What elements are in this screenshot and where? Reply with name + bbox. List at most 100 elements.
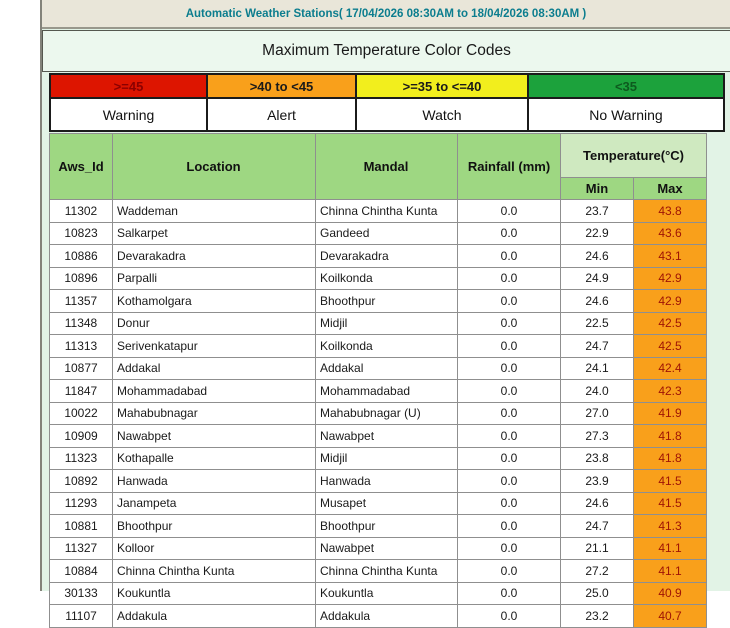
cell-mandal: Mohammadabad [315,379,458,403]
table-header-row: Aws_Id Location Mandal Rainfall (mm) Tem… [49,133,707,200]
cell-rainfall: 0.0 [457,536,561,560]
table-row: 10877 Addakal Addakal 0.0 24.1 42.4 [49,356,707,380]
cell-rainfall: 0.0 [457,311,561,335]
cell-mandal: Bhoothpur [315,514,458,538]
cell-rainfall: 0.0 [457,334,561,358]
cell-rainfall: 0.0 [457,559,561,583]
legend-range-warning: >=45 [49,73,208,99]
cell-location: Koukuntla [112,581,316,605]
table-row: 10896 Parpalli Koilkonda 0.0 24.9 42.9 [49,266,707,290]
cell-rainfall: 0.0 [457,379,561,403]
table-row: 10909 Nawabpet Nawabpet 0.0 27.3 41.8 [49,424,707,448]
table-row: 10886 Devarakadra Devarakadra 0.0 24.6 43.1 [49,244,707,268]
cell-temp-max: 43.1 [633,244,707,268]
cell-location: Kolloor [112,536,316,560]
cell-rainfall: 0.0 [457,356,561,380]
table-row: 10881 Bhoothpur Bhoothpur 0.0 24.7 41.3 [49,514,707,538]
col-header-mandal: Mandal [315,133,458,200]
cell-temp-min: 23.8 [560,446,634,470]
cell-temp-max: 41.5 [633,491,707,515]
cell-mandal: Koilkonda [315,266,458,290]
stations-table: Aws_Id Location Mandal Rainfall (mm) Tem… [49,133,707,628]
cell-location: Kothapalle [112,446,316,470]
cell-temp-max: 40.9 [633,581,707,605]
cell-temp-max: 41.1 [633,559,707,583]
cell-temp-max: 41.9 [633,401,707,425]
cell-rainfall: 0.0 [457,221,561,245]
cell-rainfall: 0.0 [457,491,561,515]
cell-aws-id: 11293 [49,491,113,515]
cell-rainfall: 0.0 [457,581,561,605]
cell-location: Mahabubnagar [112,401,316,425]
legend-action-watch: Watch [355,97,529,132]
cell-temp-max: 41.5 [633,469,707,493]
cell-temp-max: 42.5 [633,311,707,335]
cell-rainfall: 0.0 [457,604,561,628]
col-header-min: Min [560,177,634,200]
cell-aws-id: 10022 [49,401,113,425]
cell-temp-max: 43.6 [633,221,707,245]
cell-mandal: Koukuntla [315,581,458,605]
cell-aws-id: 10823 [49,221,113,245]
col-header-location: Location [112,133,316,200]
table-row: 30133 Koukuntla Koukuntla 0.0 25.0 40.9 [49,581,707,605]
cell-location: Addakal [112,356,316,380]
cell-aws-id: 11323 [49,446,113,470]
cell-temp-min: 24.6 [560,244,634,268]
cell-location: Donur [112,311,316,335]
cell-mandal: Hanwada [315,469,458,493]
cell-aws-id: 11107 [49,604,113,628]
cell-temp-min: 24.7 [560,514,634,538]
cell-temp-min: 24.1 [560,356,634,380]
cell-temp-min: 24.7 [560,334,634,358]
table-row: 11847 Mohammadabad Mohammadabad 0.0 24.0 42.3 [49,379,707,403]
cell-temp-min: 27.2 [560,559,634,583]
subtitle-text: Maximum Temperature Color Codes [262,42,511,59]
cell-aws-id: 30133 [49,581,113,605]
cell-mandal: Addakal [315,356,458,380]
page-title: Automatic Weather Stations( 17/04/2026 0… [185,7,587,20]
cell-location: Chinna Chintha Kunta [112,559,316,583]
legend-action-no-warning: No Warning [527,97,725,132]
cell-temp-min: 25.0 [560,581,634,605]
cell-rainfall: 0.0 [457,244,561,268]
cell-mandal: Koilkonda [315,334,458,358]
col-header-max: Max [633,177,707,200]
cell-aws-id: 11327 [49,536,113,560]
cell-location: Serivenkatapur [112,334,316,358]
cell-location: Kothamolgara [112,289,316,313]
cell-location: Bhoothpur [112,514,316,538]
cell-temp-min: 24.0 [560,379,634,403]
cell-location: Hanwada [112,469,316,493]
subtitle-bar: Maximum Temperature Color Codes [42,30,730,72]
table-subheader-row: Min Max [50,177,707,200]
cell-temp-max: 42.9 [633,266,707,290]
page-container: Automatic Weather Stations( 17/04/2026 0… [40,0,730,628]
cell-aws-id: 10877 [49,356,113,380]
cell-aws-id: 10909 [49,424,113,448]
cell-aws-id: 11313 [49,334,113,358]
cell-rainfall: 0.0 [457,401,561,425]
legend-range-watch: >=35 to <=40 [355,73,529,99]
cell-mandal: Gandeed [315,221,458,245]
cell-mandal: Chinna Chintha Kunta [315,199,458,223]
cell-aws-id: 11847 [49,379,113,403]
cell-temp-min: 27.3 [560,424,634,448]
cell-temp-max: 42.9 [633,289,707,313]
legend-range-alert: >40 to <45 [206,73,357,99]
cell-temp-min: 23.2 [560,604,634,628]
cell-rainfall: 0.0 [457,266,561,290]
table-row: 11107 Addakula Addakula 0.0 23.2 40.7 [49,604,707,628]
cell-temp-min: 24.9 [560,266,634,290]
cell-temp-max: 41.1 [633,536,707,560]
legend-action-alert: Alert [206,97,357,132]
legend-action-row: Warning Alert Watch No Warning [49,97,725,132]
cell-temp-max: 42.5 [633,334,707,358]
cell-location: Waddeman [112,199,316,223]
cell-temp-min: 22.9 [560,221,634,245]
cell-rainfall: 0.0 [457,424,561,448]
cell-mandal: Nawabpet [315,536,458,560]
cell-mandal: Musapet [315,491,458,515]
cell-location: Mohammadabad [112,379,316,403]
cell-temp-max: 42.3 [633,379,707,403]
